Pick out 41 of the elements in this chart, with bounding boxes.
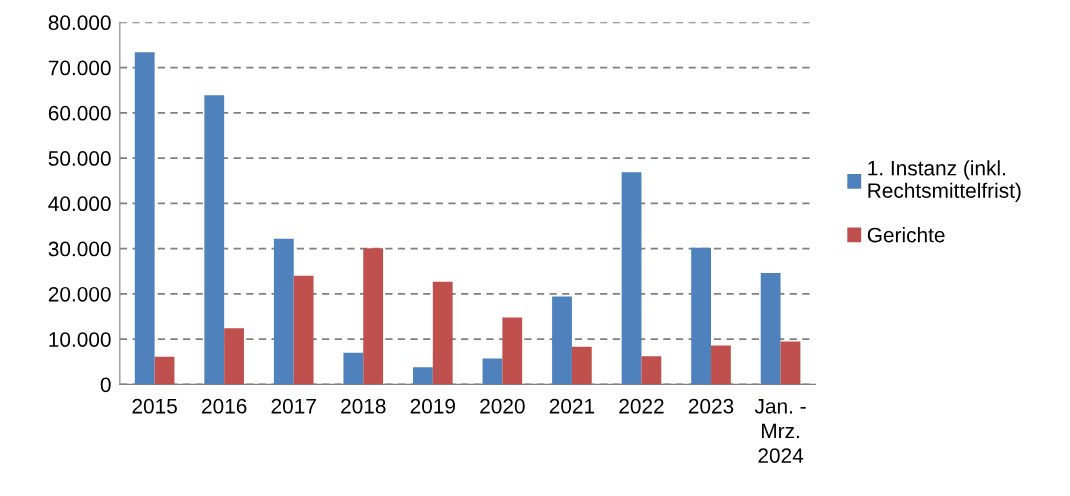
x-tick-label: 2016 [202, 398, 247, 414]
x-tick-label: 2021 [549, 398, 595, 414]
legend-label: Gerichte [867, 227, 945, 243]
bar [343, 352, 364, 385]
bar [432, 281, 453, 385]
bar [711, 345, 731, 385]
bar [691, 247, 712, 385]
bar [363, 248, 384, 385]
y-tick-label: 30.000 [48, 241, 111, 257]
bar [412, 367, 433, 385]
bar [621, 172, 642, 385]
bar [502, 317, 523, 385]
y-tick-label: 10.000 [49, 332, 111, 347]
y-tick-label: 20.000 [48, 286, 111, 302]
x-tick-label: 2022 [619, 398, 664, 414]
x-tick-label: 2017 [271, 398, 316, 414]
y-tick-label: 80.000 [48, 15, 111, 31]
x-tick-label: 2015 [132, 398, 177, 414]
x-tick-label: 2018 [341, 398, 386, 414]
y-tick-label: 0 [100, 377, 111, 393]
bar [780, 341, 801, 385]
bar [293, 275, 314, 385]
y-tick-label: 60.000 [48, 105, 111, 121]
x-tick-label: 2023 [688, 398, 734, 414]
bar [134, 52, 155, 385]
x-tick-label: 2019 [410, 398, 455, 414]
bar [224, 328, 244, 385]
bar [552, 296, 572, 385]
x-tick-label: Jan. - Mrz. 2024 [754, 399, 806, 463]
y-tick-label: 50.000 [48, 151, 111, 166]
bar [641, 356, 662, 385]
bar [760, 273, 781, 385]
y-tick-label: 70.000 [48, 60, 111, 76]
bar [482, 358, 503, 385]
x-tick-label: 2020 [480, 398, 525, 414]
y-tick-label: 40.000 [48, 196, 111, 212]
bar [204, 95, 225, 385]
legend-label: 1. Instanz (inkl. Rechtsmittelfrist) [868, 160, 1021, 203]
bar [154, 356, 175, 385]
bar [571, 346, 592, 385]
bar [273, 238, 294, 385]
